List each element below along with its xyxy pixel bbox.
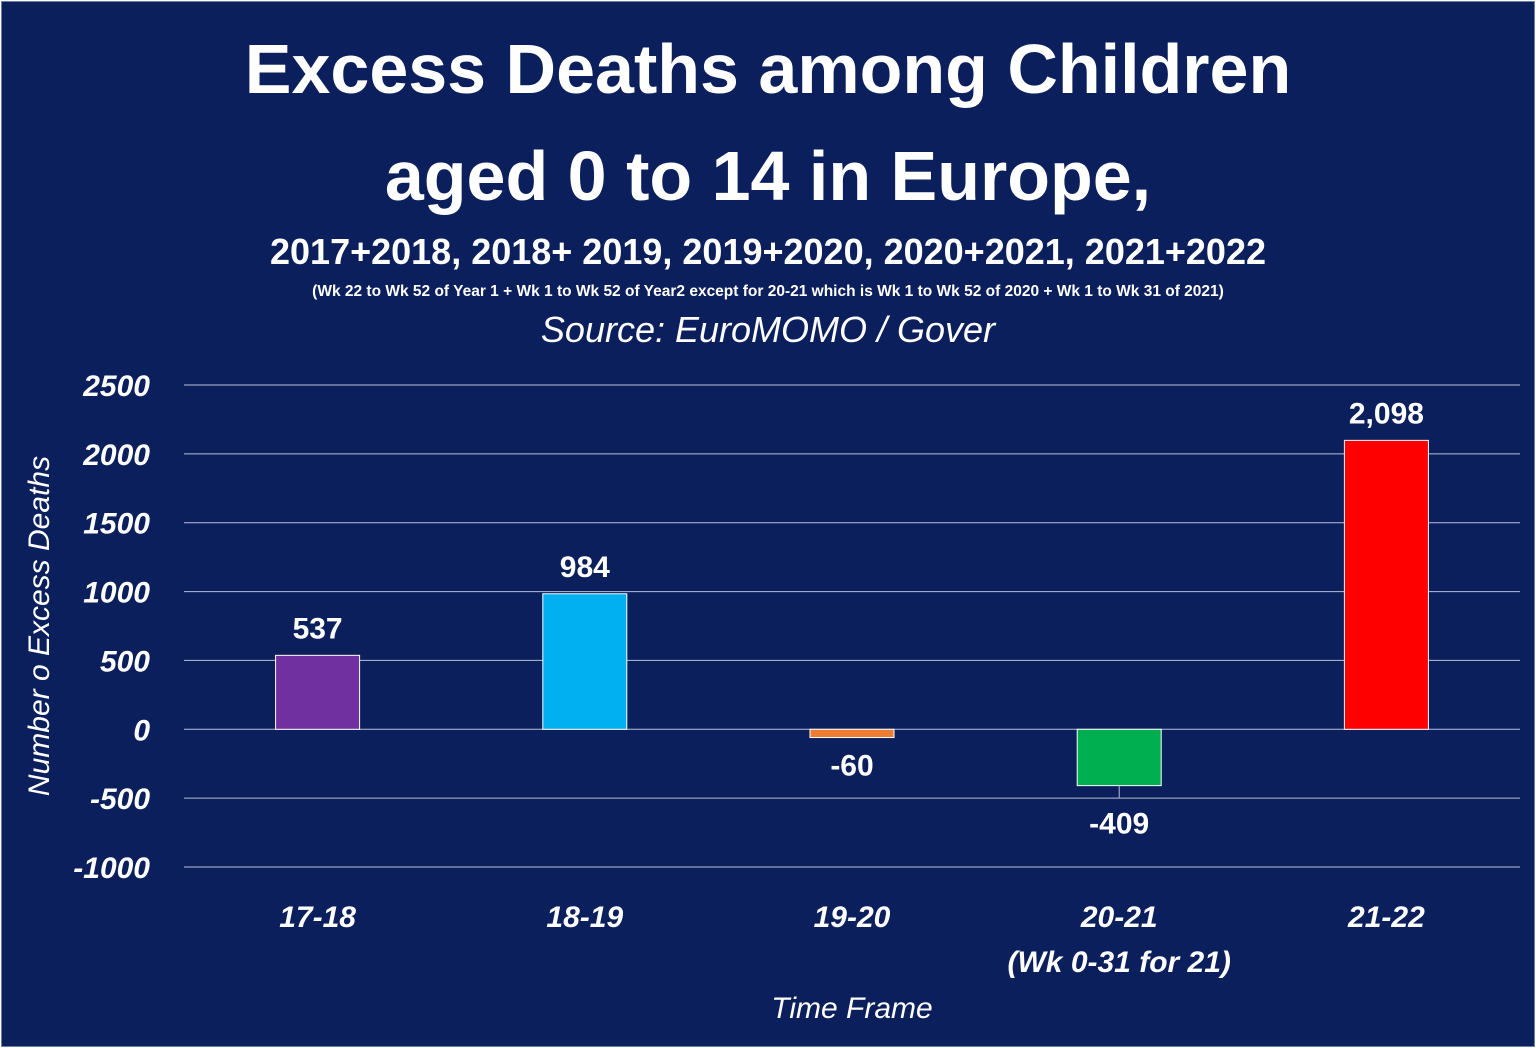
chart-source: Source: EuroMOMO / Gover [540, 309, 996, 350]
chart-title-line-2: aged 0 to 14 in Europe, [384, 137, 1152, 215]
y-tick-label: 1500 [83, 508, 150, 541]
bar-18-19 [542, 593, 628, 730]
x-tick-label: 18-19 [546, 901, 623, 934]
data-label: 537 [293, 612, 343, 645]
data-labels: 537 984 -60 -409 2,098 [293, 397, 1424, 840]
chart-title-line-1: Excess Deaths among Children [244, 30, 1292, 108]
gridlines [184, 384, 1520, 868]
bar-17-18 [275, 654, 361, 730]
x-axis-ticks: 17-18 18-19 19-20 20-21 (Wk 0-31 for 21) 21-2… [279, 901, 1425, 979]
chart-note: (Wk 22 to Wk 52 of Year 1 + Wk 1 to Wk 5… [312, 283, 1224, 300]
x-axis-label: Time Frame [771, 992, 933, 1025]
y-tick-label: -1000 [73, 852, 150, 885]
x-tick-label: 17-18 [279, 901, 356, 934]
x-tick-sublabel: (Wk 0-31 for 21) [1008, 946, 1231, 979]
y-tick-label: 0 [133, 714, 150, 747]
bar-20-21 [1076, 728, 1162, 787]
bar-19-20 [809, 728, 895, 739]
y-tick-label: -500 [90, 783, 150, 816]
y-tick-label: 2500 [82, 370, 150, 403]
data-label: 2,098 [1349, 397, 1424, 430]
chart-subtitle: 2017+2018, 2018+ 2019, 2019+2020, 2020+2… [270, 231, 1266, 272]
x-tick-label: 21-22 [1347, 901, 1425, 934]
data-label: -60 [830, 750, 873, 783]
bar-21-22 [1343, 439, 1429, 730]
y-tick-label: 1000 [83, 577, 150, 610]
y-tick-label: 2000 [82, 439, 150, 472]
x-tick-label: 19-20 [814, 901, 891, 934]
x-tick-label: 20-21 [1080, 901, 1158, 934]
y-tick-label: 500 [100, 645, 150, 678]
y-axis-ticks: 2500 2000 1500 1000 500 0 -500 -1000 [73, 370, 150, 885]
bars [275, 439, 1429, 787]
data-label: 984 [560, 551, 610, 584]
data-label: -409 [1089, 808, 1149, 841]
